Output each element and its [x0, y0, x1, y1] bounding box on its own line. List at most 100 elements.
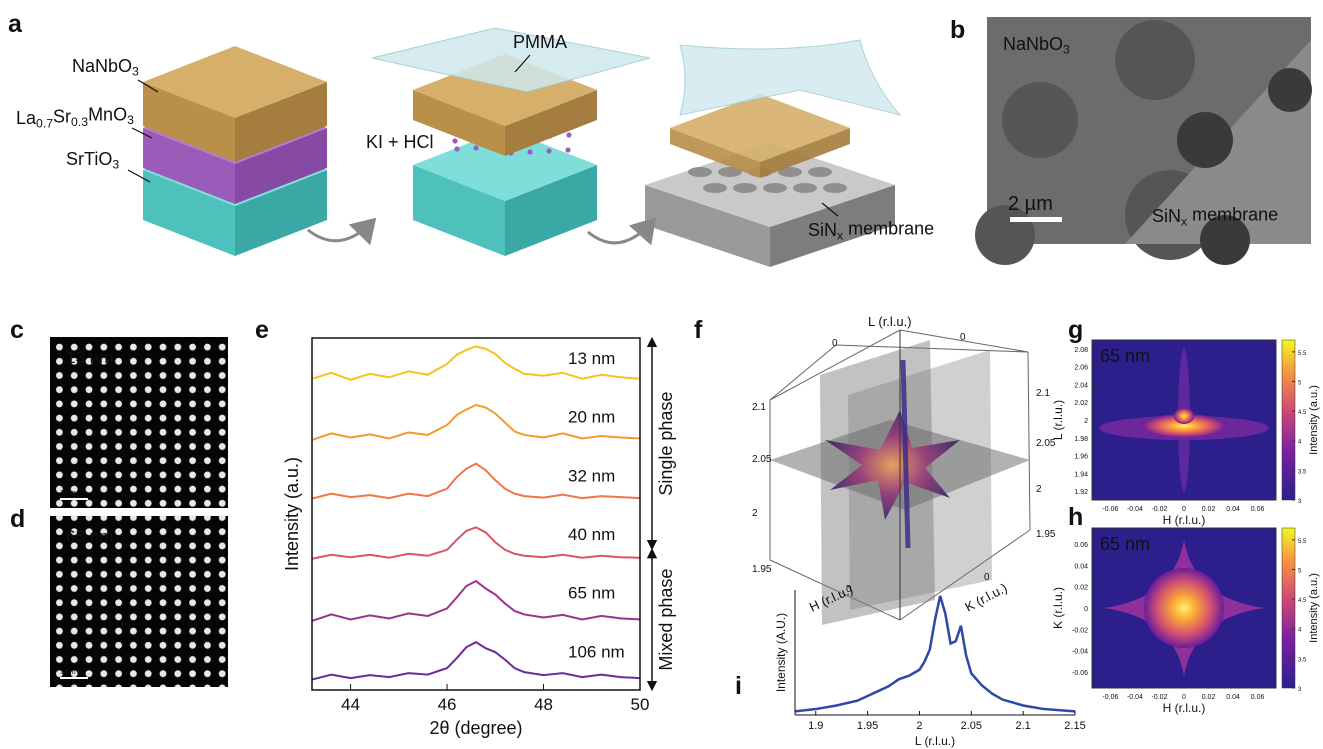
leader — [131, 127, 153, 139]
membrane-label: SiNx membrane — [1152, 204, 1278, 228]
x-tick-label: 0.04 — [1226, 694, 1240, 701]
y-axis-label: K (r.l.u.) — [1051, 587, 1065, 629]
slab-left — [413, 90, 505, 156]
text-part: Sr — [53, 106, 71, 126]
colorbar — [1281, 339, 1296, 501]
scale-label: 1 nm — [60, 490, 76, 497]
text-part: x — [1181, 215, 1187, 229]
thickness-label: 13 nm — [66, 348, 113, 367]
slab-right — [760, 128, 850, 178]
series-label: 20 nm — [568, 408, 615, 427]
xrd-curve — [311, 579, 641, 622]
pmma-sheet — [371, 27, 651, 93]
text-part: NaNbO — [72, 56, 132, 76]
hole — [718, 167, 742, 177]
x-tick-label: 2.1 — [1015, 720, 1030, 732]
text-part: 0.7 — [36, 117, 53, 131]
y-tick-label: 2.04 — [1074, 382, 1088, 389]
hole — [1200, 215, 1250, 265]
x-tick-label: 0.06 — [1251, 694, 1265, 701]
y-tick-label: 1.94 — [1074, 471, 1088, 478]
zero-label: 0 — [960, 332, 966, 343]
x-tick-label: 1.9 — [808, 720, 823, 732]
hole — [1177, 112, 1233, 168]
scale-label: 1 nm — [60, 669, 76, 676]
xrd-curve — [311, 403, 641, 441]
thickness-label: 65 nm — [1100, 534, 1150, 554]
layer-label: SrTiO3 — [66, 149, 119, 172]
text-part: La — [16, 108, 37, 128]
rod — [900, 359, 911, 549]
x-tick-label: 2.05 — [961, 720, 982, 732]
phase-label: Single phase — [656, 392, 676, 496]
slab-left — [143, 128, 235, 204]
leader — [127, 169, 151, 183]
text-part: SiN — [808, 220, 837, 240]
xrd-curve — [311, 641, 641, 681]
xrd-curve — [311, 526, 641, 560]
atom-columns — [50, 516, 228, 687]
process-arrow — [307, 217, 377, 246]
text-part: SiN — [1152, 206, 1181, 226]
slab-top — [413, 129, 597, 201]
colorbar-tick-label: 5 — [1298, 568, 1302, 574]
panel-letter: g — [1068, 316, 1083, 344]
series-label: 13 nm — [568, 349, 615, 368]
y-tick-label: -0.04 — [1072, 649, 1088, 656]
slab-right — [505, 165, 597, 256]
atom — [454, 146, 460, 152]
text-part: 3 — [132, 65, 139, 79]
y-axis-label: L (r.l.u.) — [1051, 400, 1065, 440]
tick-label: 2.1 — [752, 402, 766, 413]
x-tick-label: -0.06 — [1102, 694, 1118, 701]
zero-label: 0 — [984, 572, 990, 583]
tick-label: 2.05 — [1036, 438, 1056, 449]
slab-left — [413, 165, 505, 256]
x-axis-label: H (r.l.u.) — [1163, 513, 1206, 527]
layer-label: NaNbO3 — [72, 56, 139, 79]
scale-bar — [1010, 217, 1062, 222]
colorbar-tick-label: 5.5 — [1298, 351, 1307, 357]
x-tick-label: 0 — [1182, 506, 1186, 513]
x-tick-label: 0.02 — [1202, 694, 1216, 701]
series-label: 106 nm — [568, 642, 625, 661]
text-part: MnO — [88, 105, 127, 125]
box-edge — [899, 329, 1029, 353]
x-tick-label: 2 — [916, 720, 922, 732]
x-axis-label: H (r.l.u.) — [1163, 701, 1206, 715]
hole — [793, 183, 817, 193]
box-edge — [1027, 351, 1031, 531]
y-tick-label: 2.06 — [1074, 365, 1088, 372]
atom — [452, 138, 458, 144]
y-tick-label: 0.06 — [1074, 542, 1088, 549]
colorbar — [1281, 527, 1296, 689]
intensity-curve — [794, 595, 1076, 713]
hole — [808, 167, 832, 177]
box-edge — [835, 344, 1029, 353]
text-part: SrTiO — [66, 149, 112, 169]
x-tick-label: 2.15 — [1064, 720, 1085, 732]
text-part: NaNbO — [1003, 34, 1063, 54]
slab-top — [670, 94, 850, 162]
panel-letter: f — [694, 316, 703, 344]
x-tick-label: 46 — [438, 695, 457, 714]
y-tick-label: -0.06 — [1072, 670, 1088, 677]
intensity-surface — [825, 410, 960, 520]
hole — [688, 167, 712, 177]
x-tick-label: 0 — [1182, 694, 1186, 701]
series-label: 40 nm — [568, 525, 615, 544]
tick-label: 1.95 — [752, 564, 772, 575]
x-tick-label: -0.02 — [1151, 694, 1167, 701]
hole — [1115, 20, 1195, 100]
panel-letter: h — [1068, 503, 1083, 531]
colorbar-tick-label: 4 — [1298, 628, 1302, 634]
atom — [527, 149, 533, 155]
text-part: 3 — [127, 113, 134, 127]
colorbar-tick-label: 4.5 — [1298, 410, 1307, 416]
leader — [514, 54, 531, 73]
slab-right — [505, 90, 597, 156]
etchant-label: KI + HCl — [366, 132, 434, 152]
scale-label: 2 µm — [1008, 193, 1053, 215]
box-edge — [769, 559, 901, 621]
